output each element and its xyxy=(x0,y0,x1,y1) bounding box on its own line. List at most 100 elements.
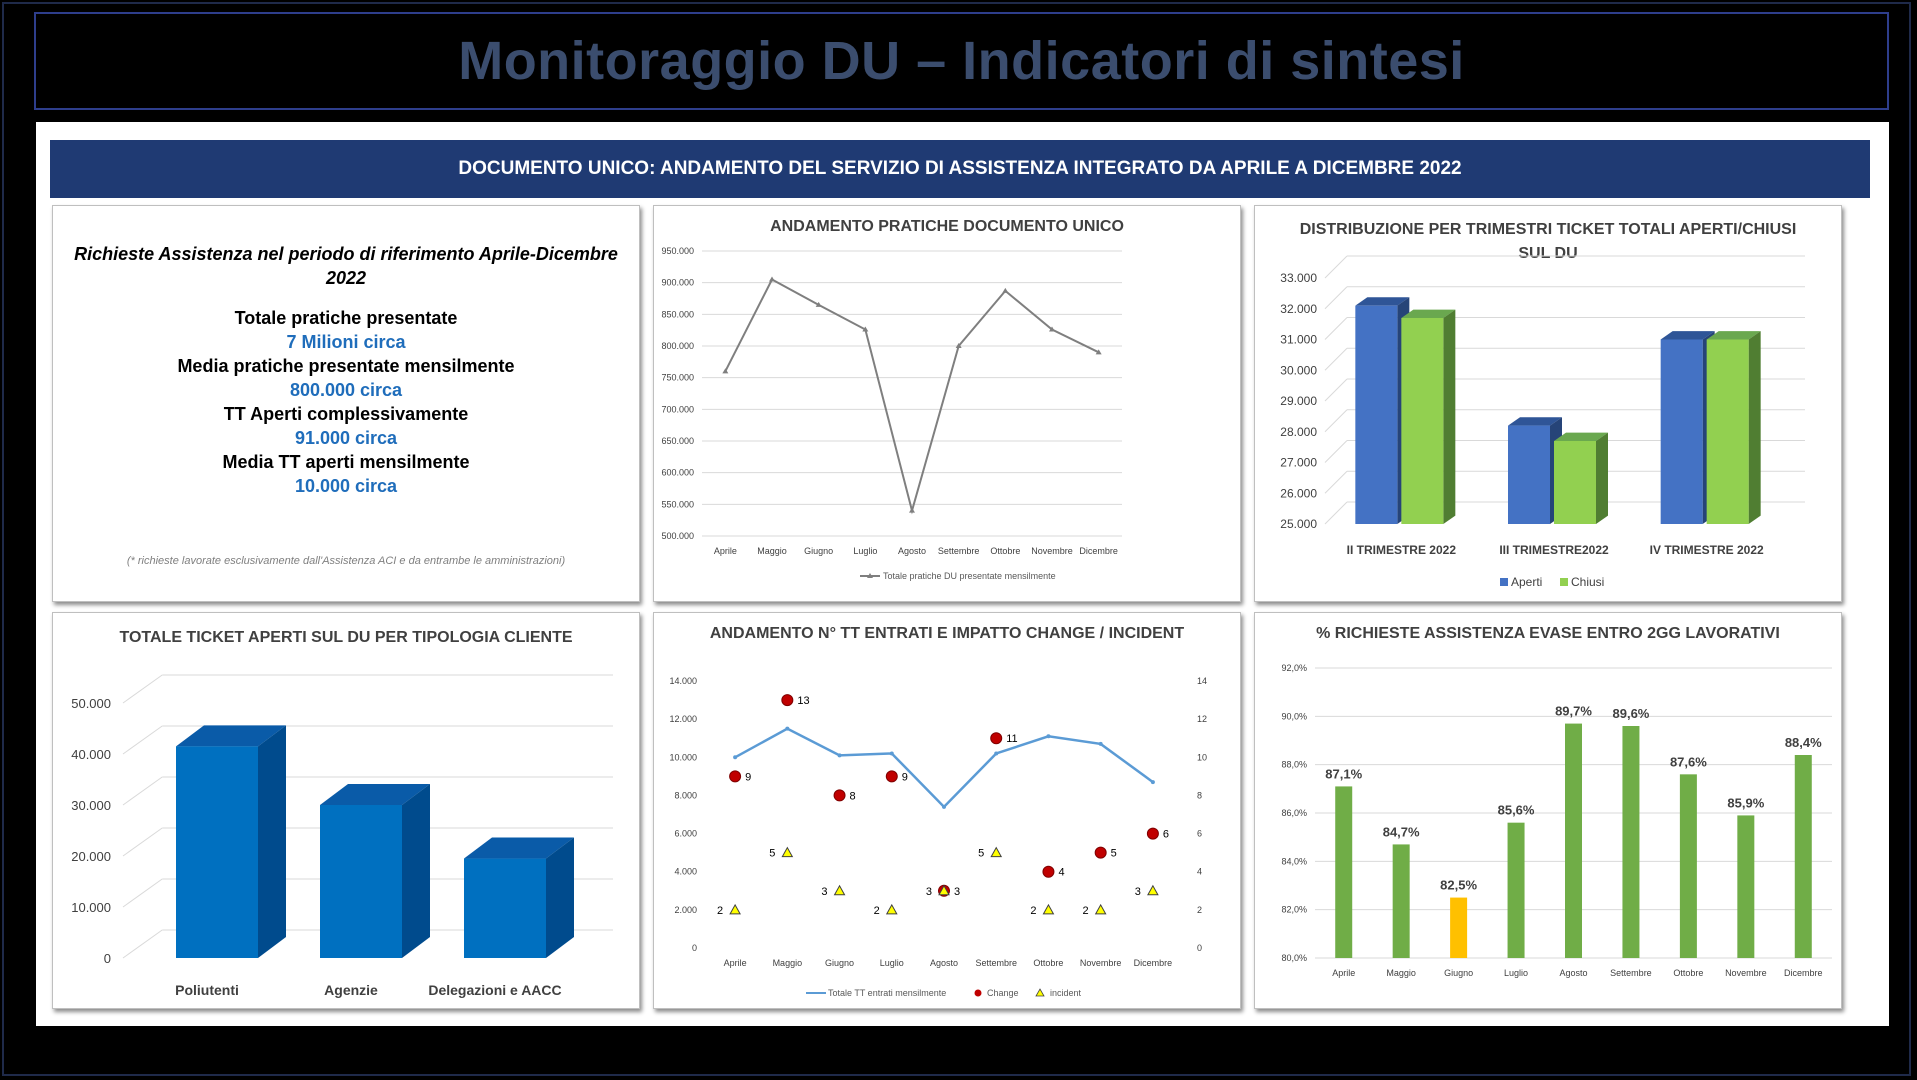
change-label: 5 xyxy=(1111,848,1117,860)
tt-chart: 0 2.000 4.000 6.000 8.000 10.000 12.000 14.000 0… xyxy=(669,676,1207,998)
banner-text: DOCUMENTO UNICO: ANDAMENTO DEL SERVIZIO … xyxy=(458,158,1462,179)
bar xyxy=(1565,723,1582,958)
change-label: 3 xyxy=(954,886,960,898)
y-tick-label: 600.000 xyxy=(661,468,694,478)
bar-top xyxy=(1554,432,1608,441)
bar xyxy=(1706,339,1749,524)
bar xyxy=(1508,425,1550,524)
y-tick-label: 32.000 xyxy=(1280,302,1317,316)
bar xyxy=(464,858,546,958)
incident-marker xyxy=(990,846,1003,858)
bar-top xyxy=(1706,331,1761,340)
x-tick-label: Aprile xyxy=(714,546,737,556)
y-tick-label: 850.000 xyxy=(661,309,694,319)
change-marker xyxy=(1094,846,1107,859)
data-label: 82,5% xyxy=(1440,878,1477,893)
title-box: Monitoraggio DU – Indicatori di sintesi xyxy=(34,12,1889,110)
bar xyxy=(1794,755,1812,958)
x-tick-label: Aprile xyxy=(724,958,747,968)
change-label: 8 xyxy=(850,790,856,802)
change-marker xyxy=(990,732,1003,745)
legend-label: Totale TT entrati mensilmente xyxy=(828,988,946,998)
change-marker xyxy=(729,770,742,783)
incident-marker xyxy=(729,903,741,915)
y-tick-label: 10.000 xyxy=(71,900,111,915)
change-label: 4 xyxy=(1058,867,1064,879)
legend-label: Aperti xyxy=(1511,575,1542,589)
data-point xyxy=(722,368,729,374)
x-tick-label: Agosto xyxy=(898,546,926,556)
y-tick-label: 31.000 xyxy=(1280,333,1317,347)
incident-marker xyxy=(885,903,898,915)
summary-body: Richieste Assistenza nel periodo di rife… xyxy=(53,242,639,498)
summary-note: (* richieste lavorate esclusivamente dal… xyxy=(126,555,566,567)
incident-label: 5 xyxy=(769,848,775,860)
y-tick-label: 82,0% xyxy=(1281,905,1307,915)
gridline-side xyxy=(122,878,163,908)
data-point xyxy=(994,751,999,756)
bar xyxy=(1401,317,1444,524)
pratiche-chart: 500.000 550.000 600.000 650.000 700.000 750.0… xyxy=(661,246,1122,581)
y-tick-label: 29.000 xyxy=(1280,394,1317,408)
y-tick-label: 90,0% xyxy=(1281,711,1307,721)
summary-label-tt: TT Aperti complessivamente xyxy=(223,404,469,424)
bar-side xyxy=(1443,309,1456,524)
bar xyxy=(1507,822,1525,958)
y-tick-label: 0 xyxy=(692,943,697,953)
gridline-side xyxy=(122,929,163,959)
banner: DOCUMENTO UNICO: ANDAMENTO DEL SERVIZIO … xyxy=(50,140,1870,198)
bar xyxy=(1392,844,1410,958)
change-label: 6 xyxy=(1163,829,1169,841)
gridline-side xyxy=(122,674,163,704)
y-tick-label: 6.000 xyxy=(674,829,697,839)
summary-label-media-tt: Media TT aperti mensilmente xyxy=(222,452,470,472)
bar-top xyxy=(1660,331,1715,340)
bar-side xyxy=(402,784,430,958)
bar xyxy=(320,805,402,958)
summary-value-media: 800.000 circa xyxy=(289,380,403,400)
incident-marker xyxy=(781,846,794,858)
y-tick-label-right: 8 xyxy=(1197,790,1202,800)
bar-top xyxy=(176,725,286,747)
change-label: 9 xyxy=(902,771,908,783)
data-point xyxy=(1098,741,1103,746)
y-tick-label: 28.000 xyxy=(1280,425,1317,439)
x-tick-label: III TRIMESTRE2022 xyxy=(1499,543,1609,557)
pratiche-chart-panel: ANDAMENTO PRATICHE DOCUMENTO UNICO 500.0… xyxy=(653,205,1241,602)
bar xyxy=(1660,339,1703,524)
data-point xyxy=(955,343,962,348)
x-tick-label: Agenzie xyxy=(324,982,378,998)
data-label: 89,7% xyxy=(1555,704,1592,719)
bar-top xyxy=(320,784,430,805)
incident-label: 3 xyxy=(821,886,827,898)
y-tick-label: 30.000 xyxy=(71,798,111,813)
legend-label: incident xyxy=(1050,988,1082,998)
tt-chart-panel: ANDAMENTO N° TT ENTRATI E IMPATTO CHANGE… xyxy=(653,612,1241,1009)
gridline-side xyxy=(1324,347,1348,371)
y-tick-label: 500.000 xyxy=(661,531,694,541)
data-point xyxy=(1046,734,1051,739)
bar xyxy=(1622,726,1640,958)
tipologia-chart-panel: TOTALE TICKET APERTI SUL DU PER TIPOLOGI… xyxy=(52,612,640,1009)
y-tick-label: 50.000 xyxy=(71,696,111,711)
bar xyxy=(1335,786,1353,958)
data-label: 84,7% xyxy=(1383,824,1420,839)
y-tick-label: 14.000 xyxy=(669,676,697,686)
y-tick-label-right: 2 xyxy=(1197,905,1202,915)
data-label: 87,6% xyxy=(1670,754,1707,769)
bar xyxy=(1737,815,1755,958)
legend-swatch xyxy=(1035,988,1045,997)
x-tick-label: Settembre xyxy=(975,958,1017,968)
y-tick-label: 750.000 xyxy=(661,373,694,383)
change-marker xyxy=(1042,865,1055,878)
x-tick-label: Luglio xyxy=(1504,968,1528,978)
page-title: Monitoraggio DU – Indicatori di sintesi xyxy=(458,31,1465,91)
y-tick-label: 0 xyxy=(104,951,111,966)
summary-heading: Richieste Assistenza nel periodo di rife… xyxy=(74,244,618,288)
data-point xyxy=(1049,326,1055,332)
incident-label: 2 xyxy=(1030,905,1036,917)
x-tick-label: Ottobre xyxy=(1673,968,1703,978)
data-point xyxy=(1002,287,1009,293)
data-point xyxy=(1095,349,1102,355)
